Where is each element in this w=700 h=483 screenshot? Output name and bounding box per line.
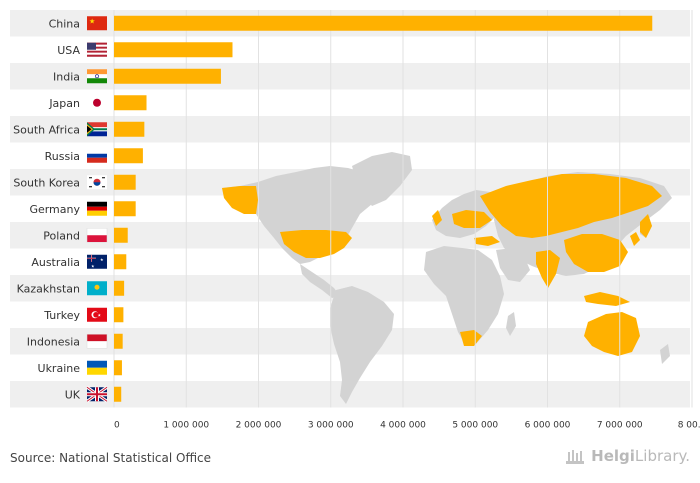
x-tick-labels: 0 1 000 000 2 000 000 3 000 000 4 000 000 5 0… [114, 421, 700, 431]
gb-flag-icon [86, 386, 108, 403]
x-tick-label: 5 000 000 [452, 421, 498, 431]
category-label-south-korea: South Korea [13, 176, 80, 189]
source-note: Source: National Statistical Office [10, 451, 212, 465]
bar-australia[interactable] [114, 254, 127, 270]
bar-russia[interactable] [114, 148, 143, 164]
kz-flag-icon [87, 281, 107, 296]
svg-text:★: ★ [98, 312, 102, 317]
category-label-uk: UK [65, 388, 81, 401]
category-label-australia: Australia [31, 256, 80, 269]
category-label-south-africa: South Africa [13, 123, 80, 136]
category-label-usa: USA [57, 44, 80, 57]
bar-poland[interactable] [114, 227, 128, 243]
category-label-germany: Germany [29, 203, 80, 216]
jp-flag-icon [87, 95, 107, 110]
svg-text:★: ★ [100, 257, 104, 262]
x-tick-label: 7 000 000 [597, 421, 643, 431]
category-labels: China USA India Japan South Africa Russia Sout… [13, 17, 81, 401]
category-label-kazakhstan: Kazakhstan [17, 282, 80, 295]
brand-name-bold: Helgi [591, 447, 635, 465]
category-label-china: China [49, 17, 80, 30]
svg-text:★: ★ [91, 263, 95, 268]
kr-flag-icon [87, 175, 107, 190]
bar-germany[interactable] [114, 201, 136, 217]
category-label-russia: Russia [45, 150, 80, 163]
x-tick-label: 6 000 000 [525, 421, 571, 431]
bars [114, 15, 653, 402]
flag-icons: ★★★★ [86, 16, 108, 403]
category-label-turkey: Turkey [43, 309, 80, 322]
brand-logo: HelgiLibrary. [564, 447, 690, 465]
library-logo-icon [566, 450, 585, 464]
bar-turkey[interactable] [114, 307, 124, 323]
bar-usa[interactable] [114, 42, 233, 58]
category-label-poland: Poland [43, 229, 80, 242]
pl-flag-icon [86, 228, 108, 243]
chart: China USA India Japan South Africa Russia Sout… [10, 10, 700, 431]
category-label-japan: Japan [48, 97, 80, 110]
bar-south-korea[interactable] [114, 174, 136, 190]
svg-text:★: ★ [89, 17, 95, 25]
au-flag-icon: ★★ [87, 254, 107, 269]
in-flag-icon [87, 69, 107, 84]
category-label-india: India [53, 70, 80, 83]
bar-south-africa[interactable] [114, 121, 145, 137]
x-tick-label: 2 000 000 [236, 421, 282, 431]
bar-japan[interactable] [114, 95, 147, 111]
cn-flag-icon: ★ [87, 16, 107, 31]
x-tick-label: 3 000 000 [308, 421, 354, 431]
bar-india[interactable] [114, 68, 221, 84]
id-flag-icon [86, 334, 108, 349]
row-stripe [10, 116, 690, 143]
za-flag-icon [87, 122, 107, 137]
x-tick-label: 8 00... [678, 421, 700, 431]
de-flag-icon [87, 201, 107, 216]
tr-flag-icon: ★ [87, 307, 107, 322]
bar-china[interactable] [114, 15, 653, 31]
x-tick-label: 0 [114, 421, 120, 431]
us-flag-icon [87, 42, 107, 57]
bar-ukraine[interactable] [114, 360, 122, 376]
ua-flag-icon [87, 360, 107, 375]
x-tick-label: 1 000 000 [163, 421, 209, 431]
x-tick-label: 4 000 000 [380, 421, 426, 431]
bar-indonesia[interactable] [114, 333, 123, 349]
category-label-ukraine: Ukraine [38, 362, 81, 375]
bar-uk[interactable] [114, 386, 122, 402]
bar-kazakhstan[interactable] [114, 280, 125, 296]
brand-name-light: Library. [634, 447, 690, 465]
ru-flag-icon [87, 148, 107, 163]
row-stripe [10, 63, 690, 90]
category-label-indonesia: Indonesia [27, 335, 80, 348]
